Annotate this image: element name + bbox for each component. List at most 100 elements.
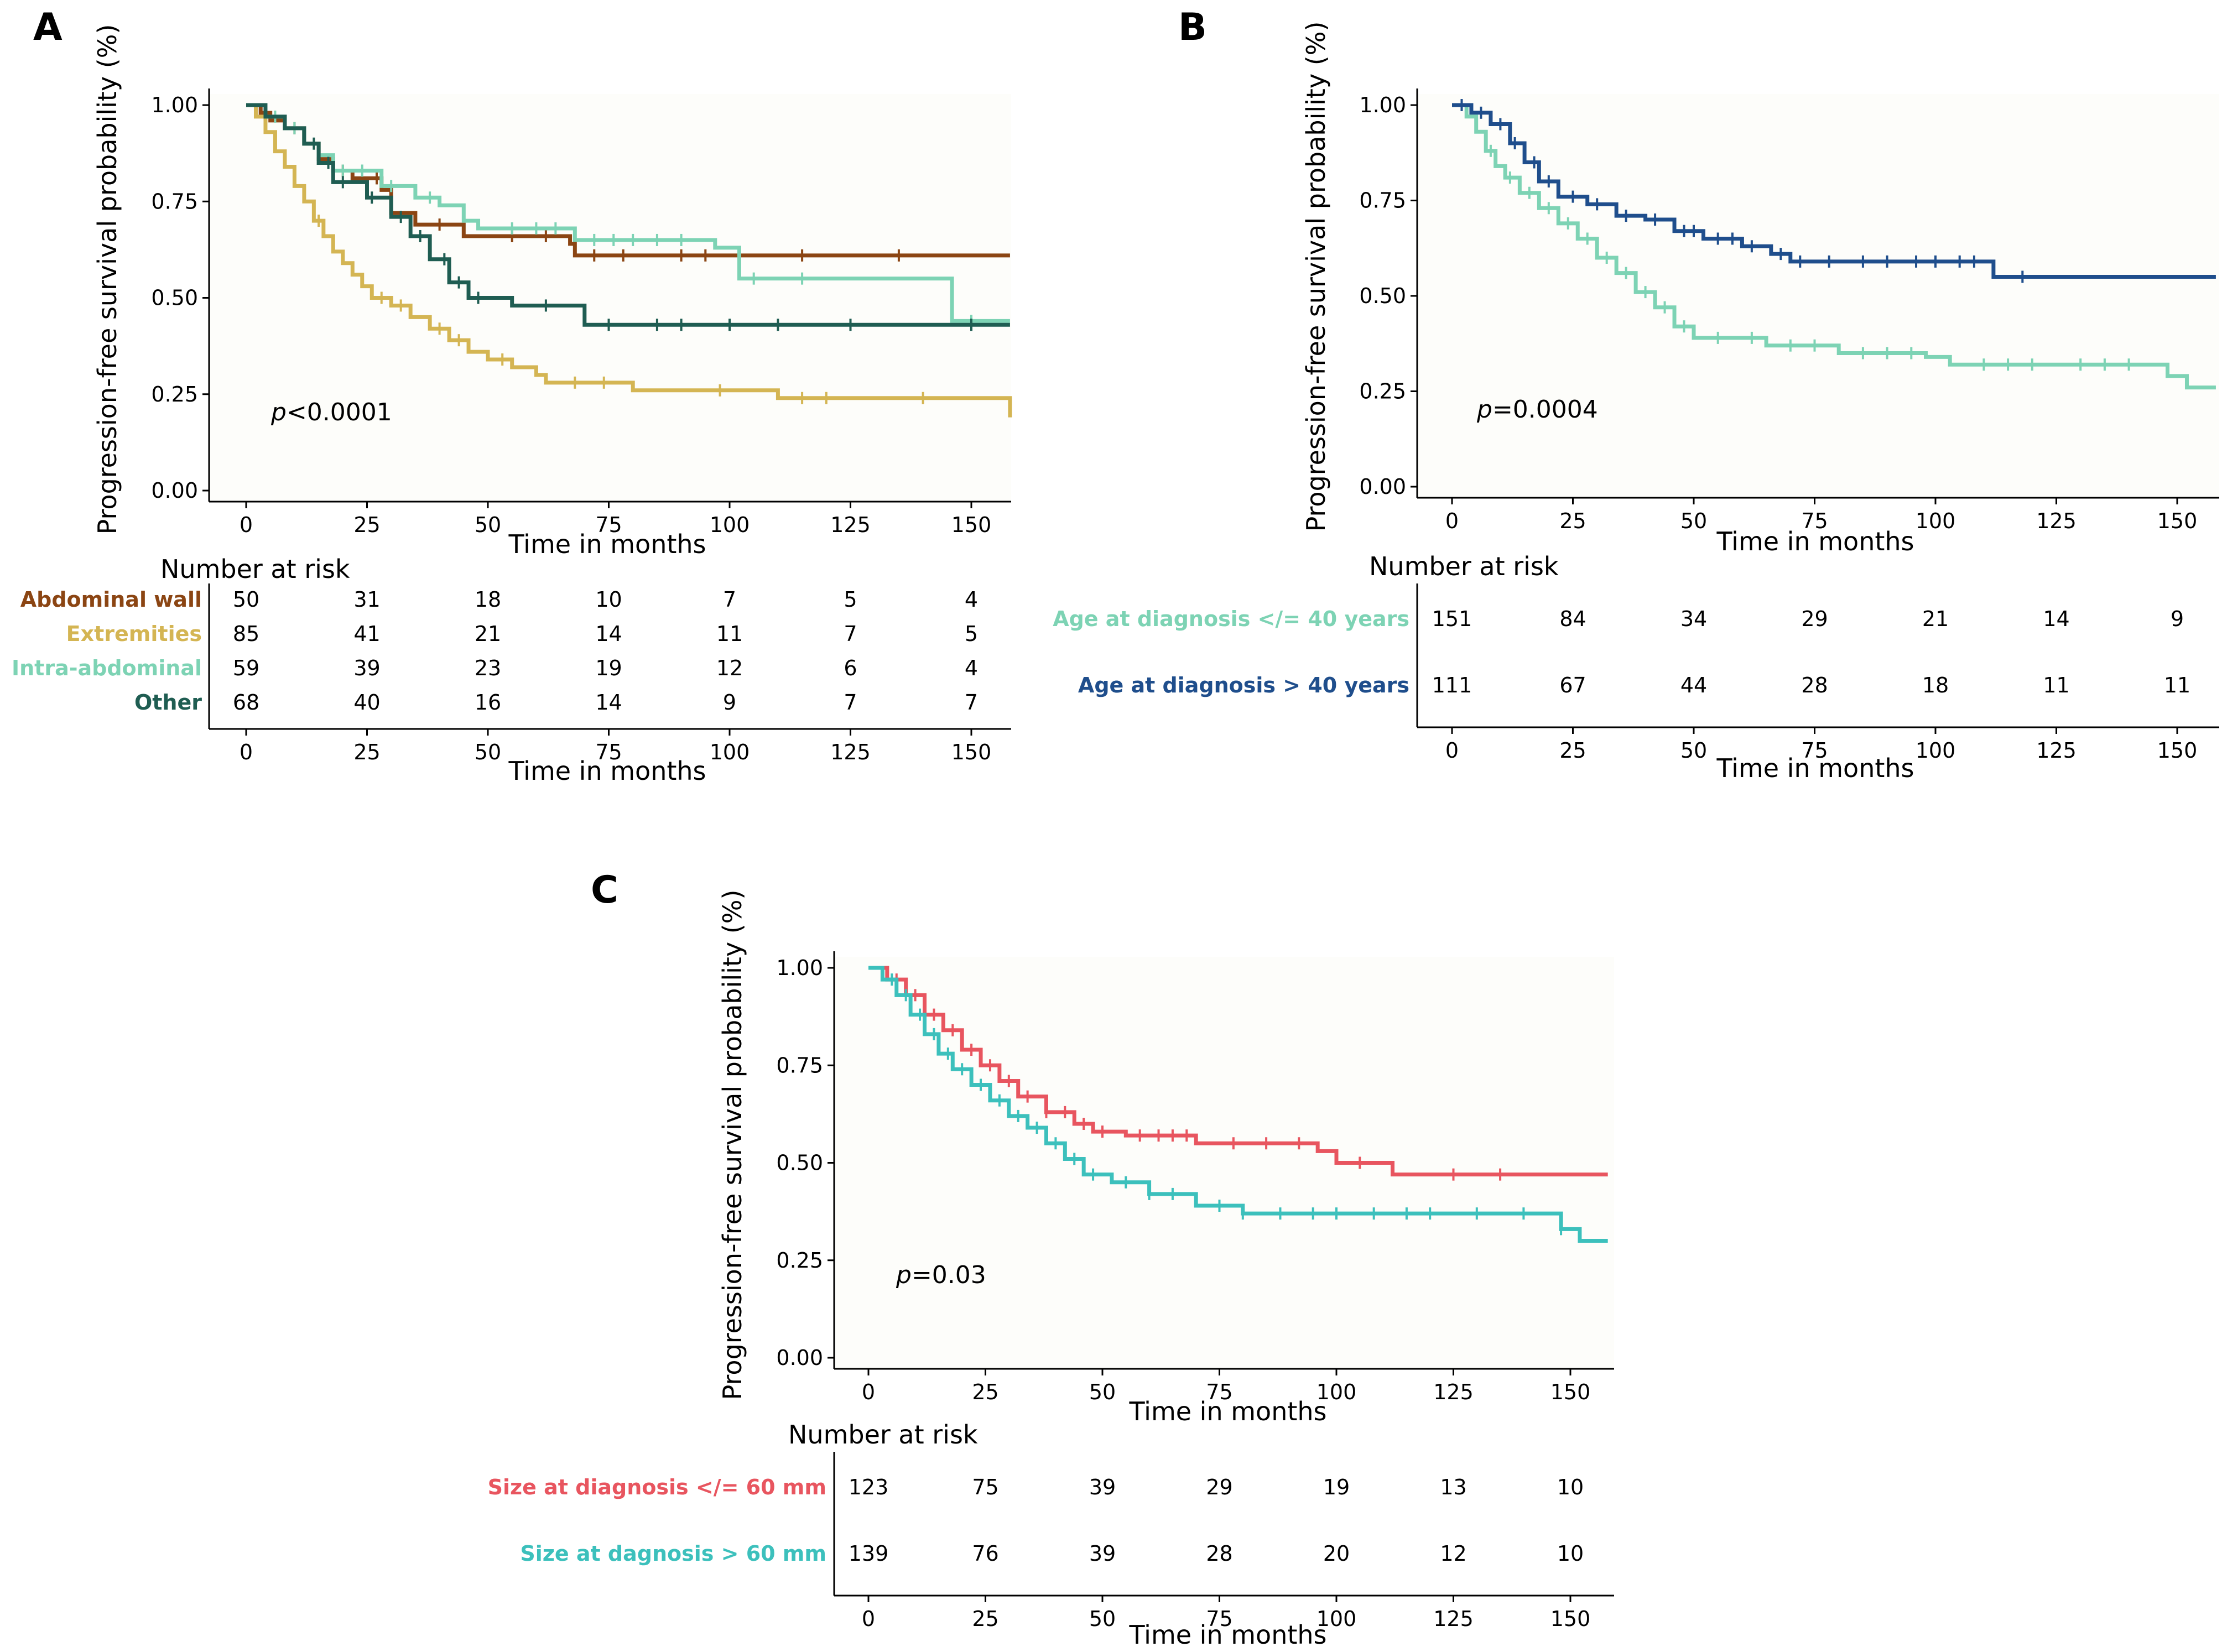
panel-a-risk-number-extremities: 14 [595, 622, 622, 646]
panel-b-x-tick-label: 0 [1445, 509, 1459, 533]
panel-c-x-tick-label: 0 [862, 1380, 875, 1404]
panel-b-letter: B [1178, 6, 1207, 49]
panel-c-risk-number-size-at-dagnosis-60-mm: 20 [1323, 1541, 1350, 1566]
panel-a-risk-number-other: 9 [723, 690, 736, 715]
panel-c-group-label-size-gt-60: Size at dagnosis > 60 mm [520, 1541, 826, 1566]
panel-a-x-tick-label: 25 [353, 513, 380, 537]
panel-c-risk-x-tick-label: 125 [1433, 1607, 1474, 1631]
panel-c-risk-x-tick-label: 75 [1206, 1607, 1232, 1631]
panel-a-risk-number-extremities: 41 [353, 622, 380, 646]
panel-a-risk-number-abdominal-wall: 31 [353, 587, 380, 612]
panel-c-curve-size-at-diagnosis-60-mm [868, 966, 1608, 1177]
panel-b-y-tick-label: 0.00 [1359, 475, 1406, 499]
panel-b-x-tick-label: 150 [2157, 509, 2198, 533]
panel-b-group-label-age-gt-40: Age at diagnosis > 40 years [1078, 673, 1409, 697]
panel-a-risk-x-tick-label: 150 [951, 740, 992, 764]
panel-a-group-label-extremities: Extremities [66, 622, 202, 646]
panel-b-x-tick-label: 75 [1801, 509, 1828, 533]
panel-c-plot-area [834, 957, 1614, 1369]
panel-a-risk-number-other: 16 [475, 690, 501, 715]
panel-b-risk-number-age-at-diagnosis-40-years: 18 [1922, 673, 1949, 697]
panel-c-y-tick-label: 0.00 [776, 1346, 823, 1370]
panel-b-risk-x-tick-label: 125 [2036, 738, 2077, 763]
panel-a-group-label-other: Other [134, 690, 202, 715]
panel-a-risk-number-extremities: 11 [716, 622, 743, 646]
panel-c-pvalue-prefix: p [896, 1261, 912, 1289]
panel-a-y-tick-label: 0.00 [151, 478, 198, 503]
panel-c-risk-x-ticks: 0 25 50 75 100 125 150 [862, 1596, 1590, 1631]
panel-b-curve-age-at-diagnosis-40-years [1452, 103, 2216, 390]
panel-b-x-tick-label: 100 [1916, 509, 1956, 533]
panel-c-risk-number-size-at-diagnosis-60-mm: 123 [849, 1475, 889, 1499]
panel-a-risk-number-intra-abdominal: 6 [844, 656, 857, 680]
panel-b-x-tick-label: 50 [1680, 509, 1707, 533]
panel-c-risk-x-axis-title: Time in months [1128, 1620, 1326, 1650]
panel-a-pvalue: p<0.0001 [270, 398, 392, 426]
panel-a-risk-x-ticks: 0 25 50 75 100 125 150 [240, 729, 991, 764]
panel-b-risk-number-age-at-diagnosis-40-years: 14 [2043, 607, 2069, 631]
panel-a-curve-abdominal-wall [246, 103, 1010, 258]
panel-b-risk-number-age-at-diagnosis-40-years: 84 [1559, 607, 1586, 631]
panel-c-letter: C [591, 868, 618, 912]
panel-a-y-tick-label: 0.50 [151, 286, 198, 310]
panel-a-risk-number-intra-abdominal: 19 [595, 656, 622, 680]
panel-a-risk-title: Number at risk [160, 554, 350, 584]
panel-a-y-tick-label: 1.00 [151, 93, 198, 117]
panel-b-risk-number-age-at-diagnosis-40-years: 29 [1801, 607, 1828, 631]
panel-b-pvalue-prefix: p [1476, 395, 1492, 424]
panel-a-risk-x-tick-label: 125 [830, 740, 871, 764]
panel-a-risk-number-intra-abdominal: 12 [716, 656, 743, 680]
panel-c-risk-number-size-at-dagnosis-60-mm: 39 [1089, 1541, 1116, 1566]
panel-a-risk-number-other: 40 [353, 690, 380, 715]
panel-a-curve-other [246, 103, 1010, 327]
panel-b-y-tick-label: 0.50 [1359, 284, 1406, 308]
panel-c-x-tick-label: 25 [972, 1380, 998, 1404]
panel-c-risk-number-size-at-diagnosis-60-mm: 19 [1323, 1475, 1350, 1499]
panel-c-y-tick-label: 1.00 [776, 956, 823, 980]
panel-b-risk-x-tick-label: 150 [2157, 738, 2198, 763]
panel-b-risk-x-tick-label: 50 [1680, 738, 1707, 763]
panel-c-y-tick-label: 0.25 [776, 1248, 823, 1273]
panel-c-risk-x-tick-label: 50 [1089, 1607, 1116, 1631]
panel-a-risk-number-intra-abdominal: 4 [965, 656, 978, 680]
panel-c-x-tick-label: 125 [1433, 1380, 1474, 1404]
panel-a-risk-number-other: 68 [233, 690, 259, 715]
panel-a-y-ticks: 0.00 0.25 0.50 0.75 1.00 [151, 93, 209, 503]
panel-b-y-axis-title: Progression-free survival probability (%… [1301, 22, 1331, 532]
panel-c-risk-number-size-at-dagnosis-60-mm: 76 [972, 1541, 998, 1566]
panel-b-risk-number-age-at-diagnosis-40-years: 151 [1432, 607, 1472, 631]
panel-a-risk-number-intra-abdominal: 59 [233, 656, 259, 680]
panel-b-risk-title: Number at risk [1369, 551, 1559, 581]
panel-a: A Progression-free survival probability … [12, 6, 1012, 786]
panel-c-risk-number-size-at-diagnosis-60-mm: 13 [1440, 1475, 1466, 1499]
panel-c: C Progression-free survival probability … [488, 868, 1614, 1650]
panel-a-risk-x-tick-label: 100 [710, 740, 750, 764]
panel-a-group-label-abdominal-wall: Abdominal wall [20, 587, 202, 612]
panel-c-risk-number-size-at-dagnosis-60-mm: 12 [1440, 1541, 1466, 1566]
panel-c-x-tick-label: 150 [1550, 1380, 1591, 1404]
panel-c-y-tick-label: 0.50 [776, 1151, 823, 1175]
panel-b-x-tick-label: 125 [2036, 509, 2077, 533]
panel-b-risk-number-age-at-diagnosis-40-years: 9 [2171, 607, 2184, 631]
panel-b-pvalue-value: =0.0004 [1492, 395, 1598, 424]
panel-a-risk-number-abdominal-wall: 4 [965, 587, 978, 612]
panel-b-risk-x-axis-title: Time in months [1716, 753, 1914, 783]
panel-b-group-label-age-le-40: Age at diagnosis </= 40 years [1053, 607, 1409, 631]
panel-b-risk-numbers: 151 84 34 29 21 14 9 111 67 44 28 18 11 11 [1432, 607, 2190, 697]
panel-a-risk-numbers: 50 31 18 10 7 5 4 85 41 21 14 11 7 5 59 39 23 19 12 6 4 68 40 1… [233, 587, 978, 715]
panel-b-risk-x-ticks: 0 25 50 75 100 125 150 [1445, 727, 2197, 763]
panel-b-risk-x-tick-label: 25 [1559, 738, 1586, 763]
panel-c-risk-number-size-at-diagnosis-60-mm: 10 [1557, 1475, 1584, 1499]
panel-a-risk-x-tick-label: 50 [475, 740, 501, 764]
panel-a-pvalue-value: <0.0001 [287, 398, 392, 426]
panel-b-risk-x-tick-label: 0 [1445, 738, 1459, 763]
panel-a-risk-x-tick-label: 0 [240, 740, 253, 764]
panel-b-risk-number-age-at-diagnosis-40-years: 28 [1801, 673, 1828, 697]
panel-b-risk-number-age-at-diagnosis-40-years: 11 [2164, 673, 2190, 697]
panel-c-x-tick-label: 75 [1206, 1380, 1232, 1404]
panel-a-risk-number-abdominal-wall: 7 [723, 587, 736, 612]
panel-a-risk-number-intra-abdominal: 39 [353, 656, 380, 680]
panel-c-risk-x-tick-label: 150 [1550, 1607, 1591, 1631]
panel-c-risk-number-size-at-dagnosis-60-mm: 28 [1206, 1541, 1232, 1566]
panel-a-y-tick-label: 0.75 [151, 189, 198, 213]
